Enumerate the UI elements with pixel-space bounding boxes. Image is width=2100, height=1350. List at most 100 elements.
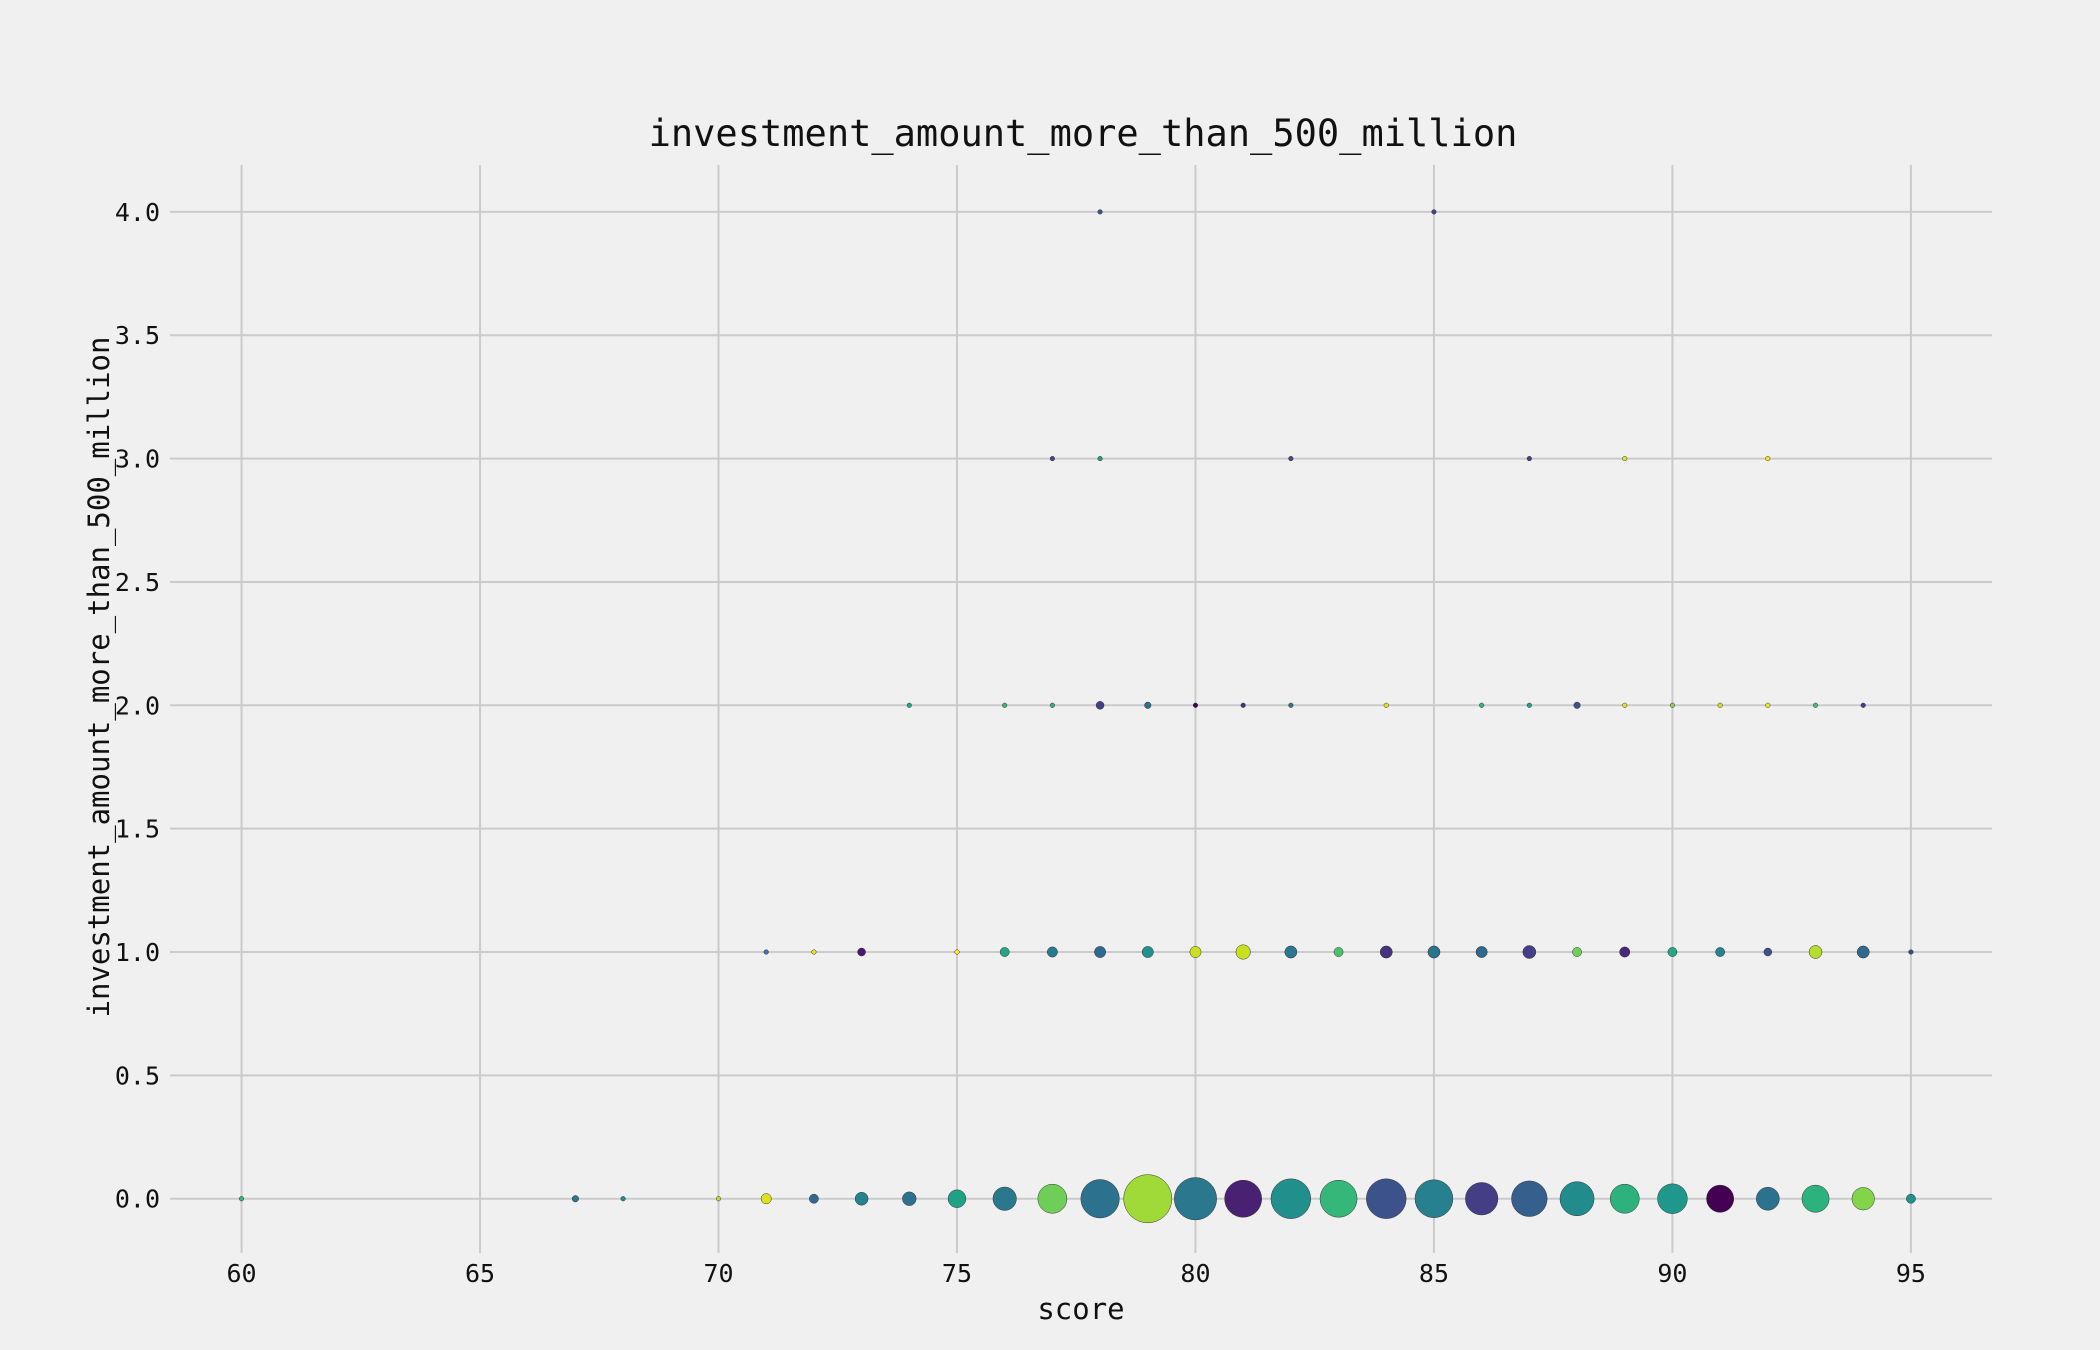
data-point	[1619, 946, 1631, 958]
data-point	[1046, 946, 1058, 958]
data-point	[1669, 702, 1675, 708]
chart-title: investment_amount_more_than_500_million	[649, 112, 1518, 156]
data-point	[1379, 945, 1393, 959]
data-point	[1270, 1178, 1312, 1219]
data-point	[1479, 702, 1485, 708]
data-point	[1526, 456, 1532, 462]
data-point	[999, 947, 1010, 957]
y-tick-label: 1.5	[115, 815, 160, 844]
y-tick-label: 2.0	[115, 691, 160, 720]
y-tick-label: 1.0	[115, 938, 160, 967]
data-points	[238, 209, 1916, 1224]
data-point	[1801, 1184, 1830, 1213]
y-tick-label: 4.0	[115, 198, 160, 227]
data-point	[811, 949, 817, 955]
data-point	[1141, 946, 1154, 958]
data-point	[1812, 702, 1819, 708]
data-point	[1235, 944, 1251, 960]
data-point	[902, 1191, 917, 1206]
grid	[170, 165, 1992, 1253]
x-tick-label: 75	[942, 1259, 972, 1288]
data-point	[1427, 945, 1441, 959]
data-point	[1366, 1178, 1407, 1219]
data-point	[1622, 702, 1628, 708]
data-point	[1573, 701, 1581, 709]
data-point	[947, 1189, 967, 1208]
data-point	[1284, 945, 1298, 959]
data-point	[1572, 947, 1582, 957]
data-point	[1559, 1181, 1595, 1217]
tick-labels: 60 65 70 75 80 85 90 95 0.0 0.5 1.0 1.5 2.0 2.5 3.0 3.5…	[115, 198, 1926, 1288]
data-point	[1189, 946, 1202, 958]
x-tick-label: 80	[1180, 1259, 1210, 1288]
data-point	[1908, 949, 1914, 955]
data-point	[1856, 945, 1870, 959]
data-point	[1622, 456, 1628, 462]
data-point	[1288, 702, 1294, 708]
data-point	[1224, 1179, 1262, 1218]
data-point	[1049, 456, 1055, 462]
data-point	[854, 1191, 869, 1206]
data-point	[1765, 456, 1771, 462]
data-point	[1717, 702, 1723, 708]
data-point	[715, 1196, 722, 1202]
data-point	[1851, 1187, 1875, 1211]
data-point	[1095, 701, 1105, 710]
data-point	[238, 1196, 245, 1202]
y-tick-label: 0.5	[115, 1061, 160, 1090]
x-tick-label: 65	[465, 1259, 495, 1288]
data-point	[906, 702, 912, 708]
data-point	[1144, 701, 1152, 709]
x-tick-label: 95	[1896, 1259, 1926, 1288]
data-point	[1715, 947, 1725, 957]
data-point	[1706, 1184, 1734, 1213]
data-point	[1657, 1183, 1688, 1214]
data-point	[1756, 1186, 1780, 1211]
data-point	[1765, 702, 1771, 708]
data-point	[1383, 702, 1389, 708]
data-point	[1763, 947, 1773, 957]
data-point	[1080, 1179, 1120, 1219]
data-point	[620, 1196, 626, 1202]
data-point	[1319, 1179, 1358, 1218]
data-point	[760, 1193, 772, 1205]
x-tick-label: 60	[226, 1259, 256, 1288]
data-point	[1609, 1183, 1640, 1214]
y-tick-label: 0.0	[115, 1185, 160, 1214]
data-point	[1123, 1174, 1173, 1224]
data-point	[571, 1195, 579, 1203]
data-point	[1667, 947, 1678, 957]
x-axis-title: score	[1037, 1292, 1124, 1326]
data-point	[857, 947, 866, 957]
data-point	[1002, 702, 1008, 708]
data-point	[954, 949, 960, 955]
data-point	[1192, 702, 1199, 708]
y-tick-label: 3.5	[115, 321, 160, 350]
data-point	[1037, 1183, 1068, 1214]
data-point	[1808, 945, 1823, 959]
data-point	[809, 1193, 819, 1204]
data-point	[1174, 1177, 1217, 1221]
data-point	[1526, 702, 1532, 708]
y-tick-label: 3.0	[115, 445, 160, 474]
data-point	[1414, 1179, 1454, 1218]
x-tick-label: 70	[703, 1259, 733, 1288]
data-point	[1240, 702, 1246, 708]
data-point	[1288, 456, 1294, 462]
y-tick-label: 2.5	[115, 568, 160, 597]
data-point	[763, 949, 769, 955]
data-point	[1049, 702, 1055, 708]
data-point	[1511, 1180, 1548, 1217]
data-point	[1522, 945, 1537, 959]
data-point	[1097, 456, 1103, 462]
data-point	[1333, 947, 1344, 957]
data-point	[1431, 209, 1437, 215]
data-point	[1094, 946, 1106, 958]
data-point	[1097, 209, 1103, 215]
y-axis-title: investment_amount_more_than_500_million	[82, 337, 117, 1018]
data-point	[1906, 1193, 1916, 1204]
data-point	[992, 1186, 1017, 1211]
data-point	[1860, 702, 1866, 708]
x-tick-label: 85	[1419, 1259, 1449, 1288]
